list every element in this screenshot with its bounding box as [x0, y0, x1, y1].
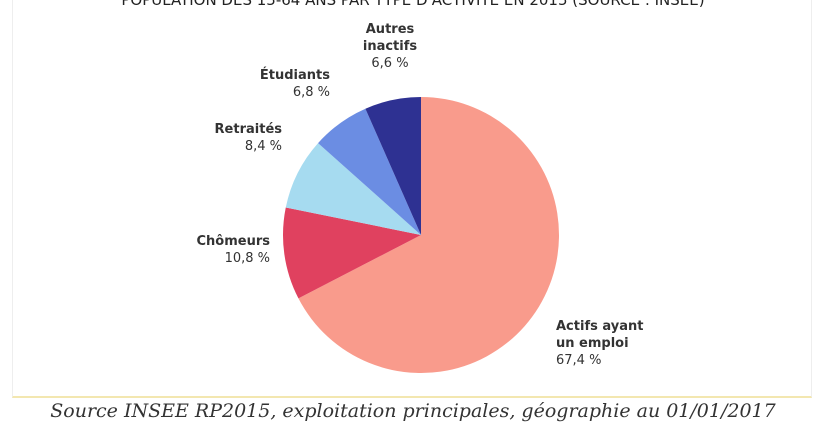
slice-label: Autres inactifs 6,6 %: [350, 21, 430, 72]
slice-name: Actifs ayant un emploi: [556, 319, 644, 351]
pie-slice: [298, 97, 559, 373]
chart-title: POPULATION DES 15-64 ANS PAR TYPE D'ACTI…: [121, 0, 705, 9]
slice-label: Retraités 8,4 %: [172, 121, 282, 155]
caption: Source INSEE RP2015, exploitation princi…: [50, 400, 776, 422]
slice-name: Autres inactifs: [362, 22, 418, 54]
pie-slice: [318, 108, 421, 235]
pie-slice: [365, 97, 421, 235]
slice-value: 67,4 %: [556, 353, 602, 368]
pie-slice: [285, 143, 421, 235]
slice-value: 6,8 %: [292, 85, 330, 100]
slice-value: 8,4 %: [244, 139, 282, 154]
frame: [12, 0, 812, 398]
slice-name: Étudiants: [259, 68, 330, 83]
slice-value: 10,8 %: [224, 251, 270, 266]
slice-name: Retraités: [214, 122, 282, 137]
slice-label: Chômeurs 10,8 %: [160, 233, 271, 267]
slice-label: Étudiants 6,8 %: [220, 67, 330, 101]
slice-label: Actifs ayant un emploi 67,4 %: [556, 318, 666, 369]
slice-name: Chômeurs: [196, 234, 271, 249]
pie-slice: [282, 207, 421, 299]
slice-value: 6,6 %: [371, 56, 409, 71]
